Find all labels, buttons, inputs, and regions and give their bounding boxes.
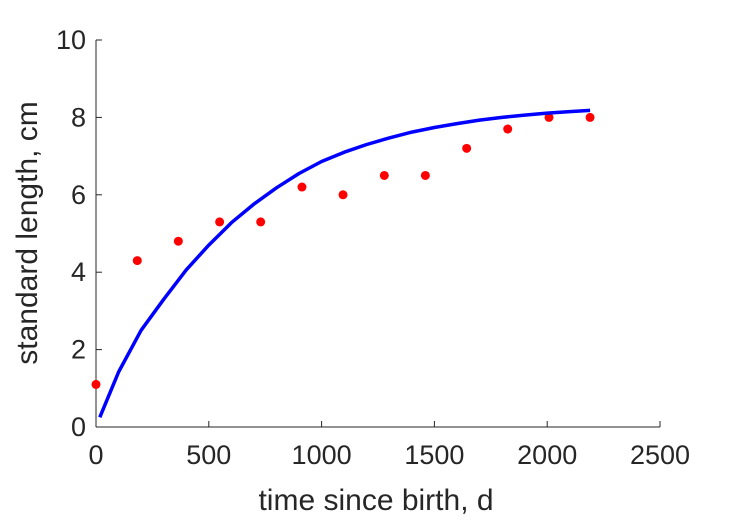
y-tick-label: 6 bbox=[71, 180, 86, 210]
data-point bbox=[338, 190, 348, 200]
data-point bbox=[503, 124, 513, 134]
y-tick-label: 4 bbox=[71, 257, 86, 287]
x-tick-label: 1500 bbox=[404, 440, 464, 470]
x-tick-label: 500 bbox=[186, 440, 231, 470]
data-point bbox=[91, 379, 101, 389]
y-axis-label: standard length, cm bbox=[11, 101, 44, 364]
data-point bbox=[297, 182, 307, 192]
axes bbox=[95, 40, 660, 428]
y-tick-label: 8 bbox=[71, 102, 86, 132]
data-point bbox=[132, 256, 142, 266]
x-axis-label: time since birth, d bbox=[258, 484, 493, 517]
data-point bbox=[462, 143, 472, 153]
y-tick-label: 10 bbox=[56, 25, 86, 55]
fit-curve bbox=[98, 108, 591, 418]
y-tick-label: 0 bbox=[71, 412, 86, 442]
x-tick-label: 0 bbox=[88, 440, 103, 470]
plot-area bbox=[91, 108, 595, 418]
data-point bbox=[420, 170, 430, 180]
ticks: 0 500 1000 1500 2000 2500 0 2 4 6 8 10 bbox=[56, 25, 690, 470]
x-tick-label: 1000 bbox=[292, 440, 352, 470]
y-tick-label: 2 bbox=[71, 335, 86, 365]
data-point bbox=[256, 217, 266, 227]
x-tick-label: 2000 bbox=[517, 440, 577, 470]
data-point bbox=[379, 170, 389, 180]
data-point bbox=[544, 112, 554, 122]
data-point bbox=[173, 236, 183, 246]
data-point bbox=[585, 112, 595, 122]
x-tick-label: 2500 bbox=[630, 440, 690, 470]
data-point bbox=[215, 217, 225, 227]
